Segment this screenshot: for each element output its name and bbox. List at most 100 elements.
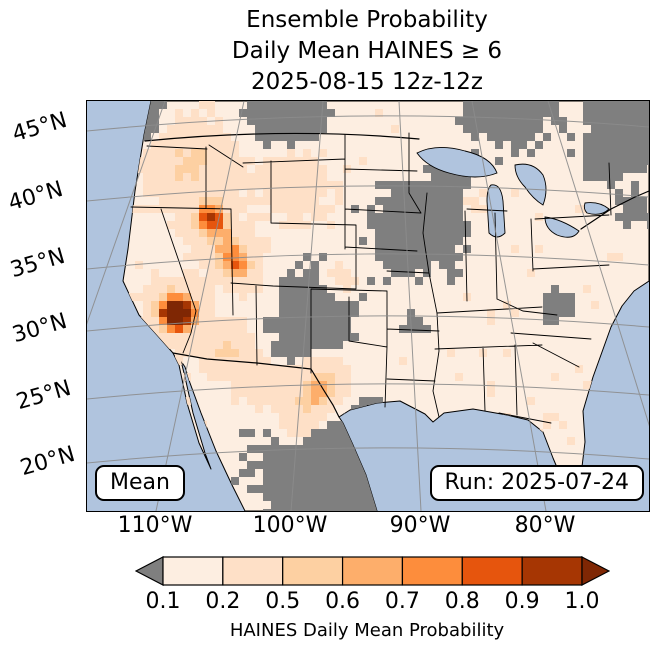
probability-cell — [559, 309, 567, 317]
probability-cell — [319, 293, 327, 301]
probability-cell — [295, 293, 303, 301]
probability-cell — [239, 381, 247, 389]
probability-cell — [311, 453, 319, 461]
probability-cell — [263, 389, 271, 397]
probability-cell — [239, 173, 247, 181]
lat-tick-35n: 35°N — [7, 243, 68, 284]
probability-cell — [439, 253, 447, 261]
probability-cell — [223, 261, 231, 269]
probability-cell — [183, 149, 191, 157]
probability-cell — [423, 213, 431, 221]
probability-cell — [287, 301, 295, 309]
probability-cell — [247, 349, 255, 357]
probability-cell — [183, 285, 191, 293]
probability-cell — [271, 437, 279, 445]
probability-cell — [159, 293, 167, 301]
probability-cell — [287, 125, 295, 133]
run-annotation-label: Run: 2025-07-24 — [444, 470, 629, 495]
probability-cell — [199, 205, 207, 213]
probability-cell — [295, 181, 303, 189]
probability-cell — [183, 293, 191, 301]
probability-cell — [183, 349, 191, 357]
probability-cell — [319, 509, 327, 511]
probability-cell — [175, 285, 183, 293]
probability-cell — [559, 301, 567, 309]
probability-cell — [287, 413, 295, 421]
probability-cell — [287, 357, 295, 365]
probability-cell — [191, 317, 199, 325]
probability-cell — [255, 461, 263, 469]
probability-cell — [199, 173, 207, 181]
probability-cell — [287, 213, 295, 221]
probability-cell — [303, 325, 311, 333]
probability-cell — [495, 133, 503, 141]
probability-cell — [271, 341, 279, 349]
probability-cell — [431, 173, 439, 181]
probability-cell — [415, 325, 423, 333]
probability-cell — [279, 373, 287, 381]
probability-cell — [423, 197, 431, 205]
probability-cell — [303, 317, 311, 325]
colorbar-tick-0.2: 0.2 — [205, 589, 241, 614]
probability-cell — [319, 341, 327, 349]
probability-cell — [583, 381, 591, 389]
probability-cell — [207, 365, 215, 373]
probability-cell — [295, 173, 303, 181]
probability-cell — [143, 157, 151, 165]
probability-cell — [175, 181, 183, 189]
probability-cell — [159, 157, 167, 165]
probability-cell — [391, 229, 399, 237]
probability-cell — [583, 101, 591, 109]
probability-cell — [311, 157, 319, 165]
probability-cell — [439, 205, 447, 213]
colorbar-tick-0.5: 0.5 — [265, 589, 301, 614]
probability-cell — [407, 181, 415, 189]
probability-cell — [151, 277, 159, 285]
probability-cell — [639, 205, 647, 213]
probability-cell — [343, 437, 351, 445]
probability-cell — [183, 301, 191, 309]
probability-cell — [335, 301, 343, 309]
country-borders — [144, 132, 649, 418]
probability-cell — [151, 285, 159, 293]
probability-cell — [343, 389, 351, 397]
probability-cell — [359, 397, 367, 405]
probability-cell — [399, 245, 407, 253]
probability-cell — [295, 461, 303, 469]
probability-cell — [183, 269, 191, 277]
probability-cell — [287, 293, 295, 301]
lat-tick-40n: 40°N — [5, 176, 66, 217]
probability-cell — [255, 349, 263, 357]
probability-cell — [311, 301, 319, 309]
probability-cell — [239, 109, 247, 117]
probability-cell — [279, 469, 287, 477]
lat-tick-45n: 45°N — [9, 107, 70, 148]
probability-cell — [295, 205, 303, 213]
probability-cell — [335, 317, 343, 325]
lat-tick-20n: 20°N — [17, 441, 78, 482]
probability-cell — [463, 125, 471, 133]
probability-cell — [463, 117, 471, 125]
probability-cell — [591, 157, 599, 165]
probability-cell — [223, 253, 231, 261]
probability-cell — [375, 397, 383, 405]
probability-cell — [207, 285, 215, 293]
probability-cell — [287, 453, 295, 461]
probability-cell — [167, 133, 175, 141]
probability-cell — [455, 117, 463, 125]
probability-cell — [247, 197, 255, 205]
probability-cell — [455, 221, 463, 229]
probability-cell — [335, 461, 343, 469]
probability-cell — [279, 117, 287, 125]
probability-cell — [151, 269, 159, 277]
probability-cell — [199, 181, 207, 189]
probability-cell — [343, 477, 351, 485]
probability-cell — [327, 341, 335, 349]
probability-cell — [255, 213, 263, 221]
probability-cell — [615, 197, 623, 205]
probability-cell — [607, 157, 615, 165]
probability-cell — [319, 189, 327, 197]
probability-cell — [439, 261, 447, 269]
probability-cell — [335, 453, 343, 461]
probability-cell — [175, 173, 183, 181]
